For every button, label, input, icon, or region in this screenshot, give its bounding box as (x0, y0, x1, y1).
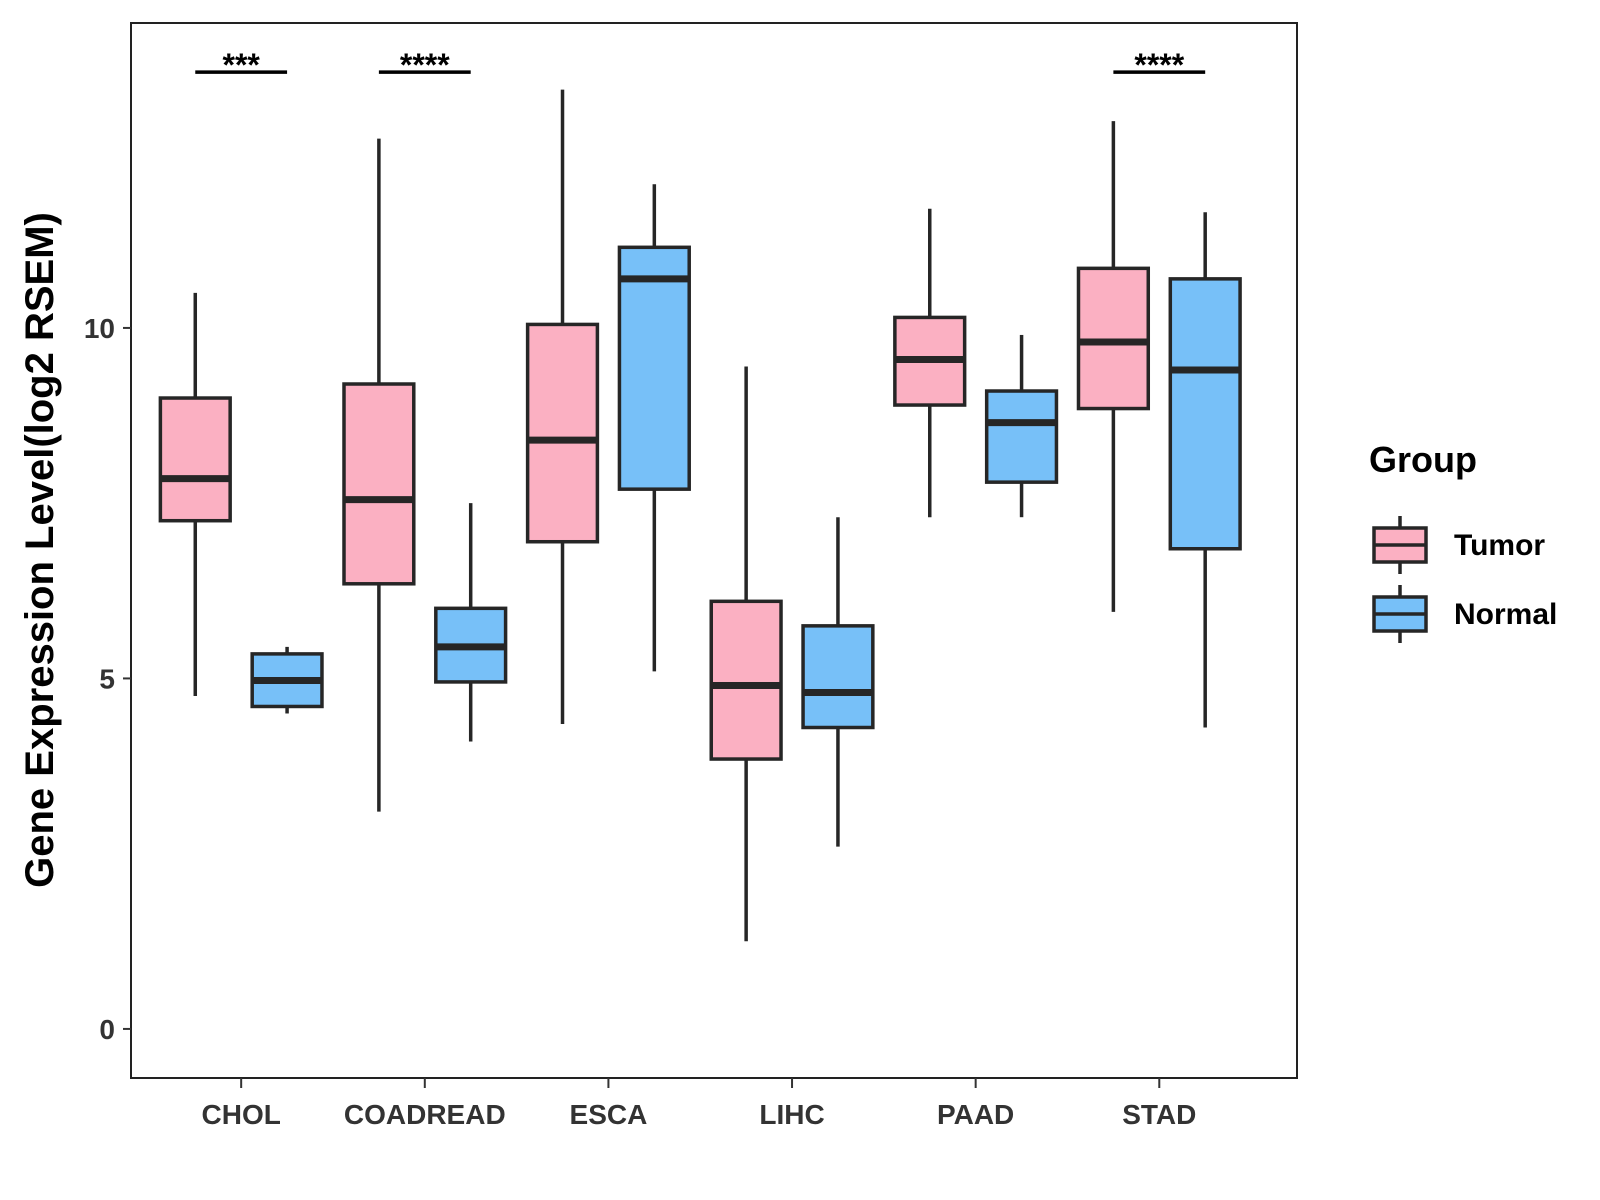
x-tick-label: LIHC (759, 1099, 824, 1130)
x-tick-label: COADREAD (344, 1099, 506, 1130)
significance-label: **** (400, 47, 450, 83)
legend-title: Group (1369, 439, 1477, 480)
box-iqr (801, 624, 875, 730)
box-iqr (1076, 266, 1151, 411)
x-tick-label: PAAD (937, 1099, 1014, 1130)
legend-key-tumor (1372, 516, 1428, 574)
significance-label: *** (222, 47, 260, 83)
plot-panel (130, 22, 1298, 1079)
box-iqr (525, 322, 600, 544)
box-iqr (158, 396, 232, 523)
x-tick-label: ESCA (570, 1099, 648, 1130)
box-iqr (342, 382, 416, 586)
x-tick-label: CHOL (202, 1099, 281, 1130)
legend-key-normal (1372, 585, 1428, 643)
box-tumor-paad (893, 208, 967, 518)
significance-label: **** (1134, 47, 1184, 83)
legend-label: Normal (1454, 598, 1557, 631)
y-axis: 0 5 10 (84, 313, 131, 1045)
legend: Group Tumor Normal (1369, 439, 1557, 643)
significance-layer: *** **** **** (195, 47, 1206, 83)
box-iqr (617, 245, 691, 491)
box-normal-stad (1168, 212, 1242, 728)
box-normal-chol (250, 646, 324, 714)
box-iqr (1168, 277, 1242, 551)
box-iqr (709, 599, 783, 761)
x-axis: CHOL COADREAD ESCA LIHC PAAD STAD (202, 1078, 1196, 1130)
box-iqr (984, 389, 1059, 484)
y-tick-label: 5 (99, 663, 115, 694)
box-tumor-chol (158, 292, 232, 696)
x-tick-label: STAD (1122, 1099, 1196, 1130)
box-normal-paad (984, 334, 1059, 518)
box-tumor-coadread (342, 138, 416, 812)
y-tick-label: 10 (84, 313, 115, 344)
y-tick-label: 0 (99, 1014, 115, 1045)
box-tumor-lihc (709, 366, 783, 942)
box-normal-esca (617, 184, 691, 672)
box-normal-lihc (801, 517, 875, 847)
box-normal-coadread (434, 503, 508, 742)
box-tumor-stad (1076, 121, 1151, 612)
box-tumor-esca (525, 89, 600, 724)
y-axis-title: Gene Expression Level(log2 RSEM) (18, 212, 62, 888)
boxes-layer (158, 89, 1242, 942)
legend-label: Tumor (1454, 529, 1545, 562)
